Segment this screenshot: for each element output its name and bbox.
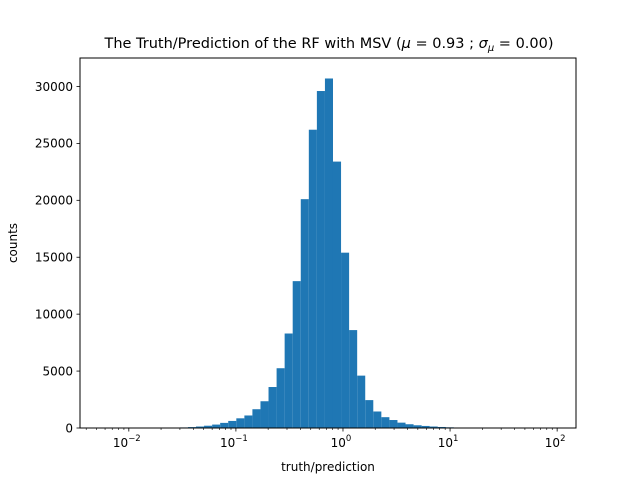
- histogram-bar: [316, 91, 325, 429]
- x-tick-label: 102: [545, 434, 566, 450]
- x-tick-label: 100: [331, 434, 352, 450]
- x-tick-label: 101: [438, 434, 459, 450]
- histogram-bar: [397, 422, 406, 428]
- histogram-bar: [252, 409, 261, 428]
- histogram-bars: [179, 78, 454, 429]
- y-tick-label: 10000: [35, 307, 73, 321]
- histogram-bar: [268, 387, 277, 428]
- histogram-bar: [405, 424, 414, 428]
- histogram-bar: [196, 426, 205, 428]
- histogram-bar: [244, 415, 253, 428]
- y-tick-label: 15000: [35, 251, 73, 265]
- y-tick-label: 30000: [35, 80, 73, 94]
- histogram-bar: [373, 411, 382, 428]
- histogram-bar: [332, 161, 342, 428]
- histogram-bar: [421, 425, 430, 428]
- y-tick-label: 5000: [42, 364, 73, 378]
- histogram-bar: [381, 417, 390, 428]
- histogram-bar: [365, 400, 374, 428]
- histogram-bar: [308, 129, 317, 428]
- histogram-bar: [324, 78, 333, 429]
- histogram-bar: [389, 420, 398, 428]
- histogram-bar: [349, 330, 358, 428]
- y-tick-label: 20000: [35, 194, 73, 208]
- histogram-bar: [276, 368, 285, 428]
- histogram-bar: [204, 425, 213, 428]
- histogram-bar: [357, 375, 366, 428]
- x-axis-label: truth/prediction: [281, 460, 375, 474]
- histogram-bar: [292, 281, 301, 428]
- x-tick-label: 10−2: [113, 434, 141, 450]
- y-axis-ticks: 0 5000 10000 15000 20000 25000 30000: [35, 80, 80, 435]
- histogram-bar: [212, 424, 221, 428]
- histogram-bar: [437, 426, 446, 428]
- y-axis-label: counts: [6, 223, 20, 263]
- histogram-bar: [429, 426, 438, 428]
- y-tick-label: 25000: [35, 137, 73, 151]
- histogram-bar: [300, 199, 309, 428]
- histogram-bar: [413, 425, 422, 428]
- chart-title: The Truth/Prediction of the RF with MSV …: [103, 36, 553, 54]
- histogram-bar: [260, 401, 269, 428]
- histogram-bar: [284, 333, 293, 428]
- histogram-bar: [228, 420, 237, 428]
- y-tick-label: 0: [65, 421, 73, 435]
- x-axis-ticks: 10−2 10−1 100 101 102: [85, 428, 566, 450]
- histogram-bar: [236, 418, 245, 428]
- histogram-bar: [341, 252, 350, 428]
- histogram-bar: [220, 422, 229, 428]
- plot-frame: [79, 57, 577, 429]
- x-tick-label: 10−1: [220, 434, 248, 450]
